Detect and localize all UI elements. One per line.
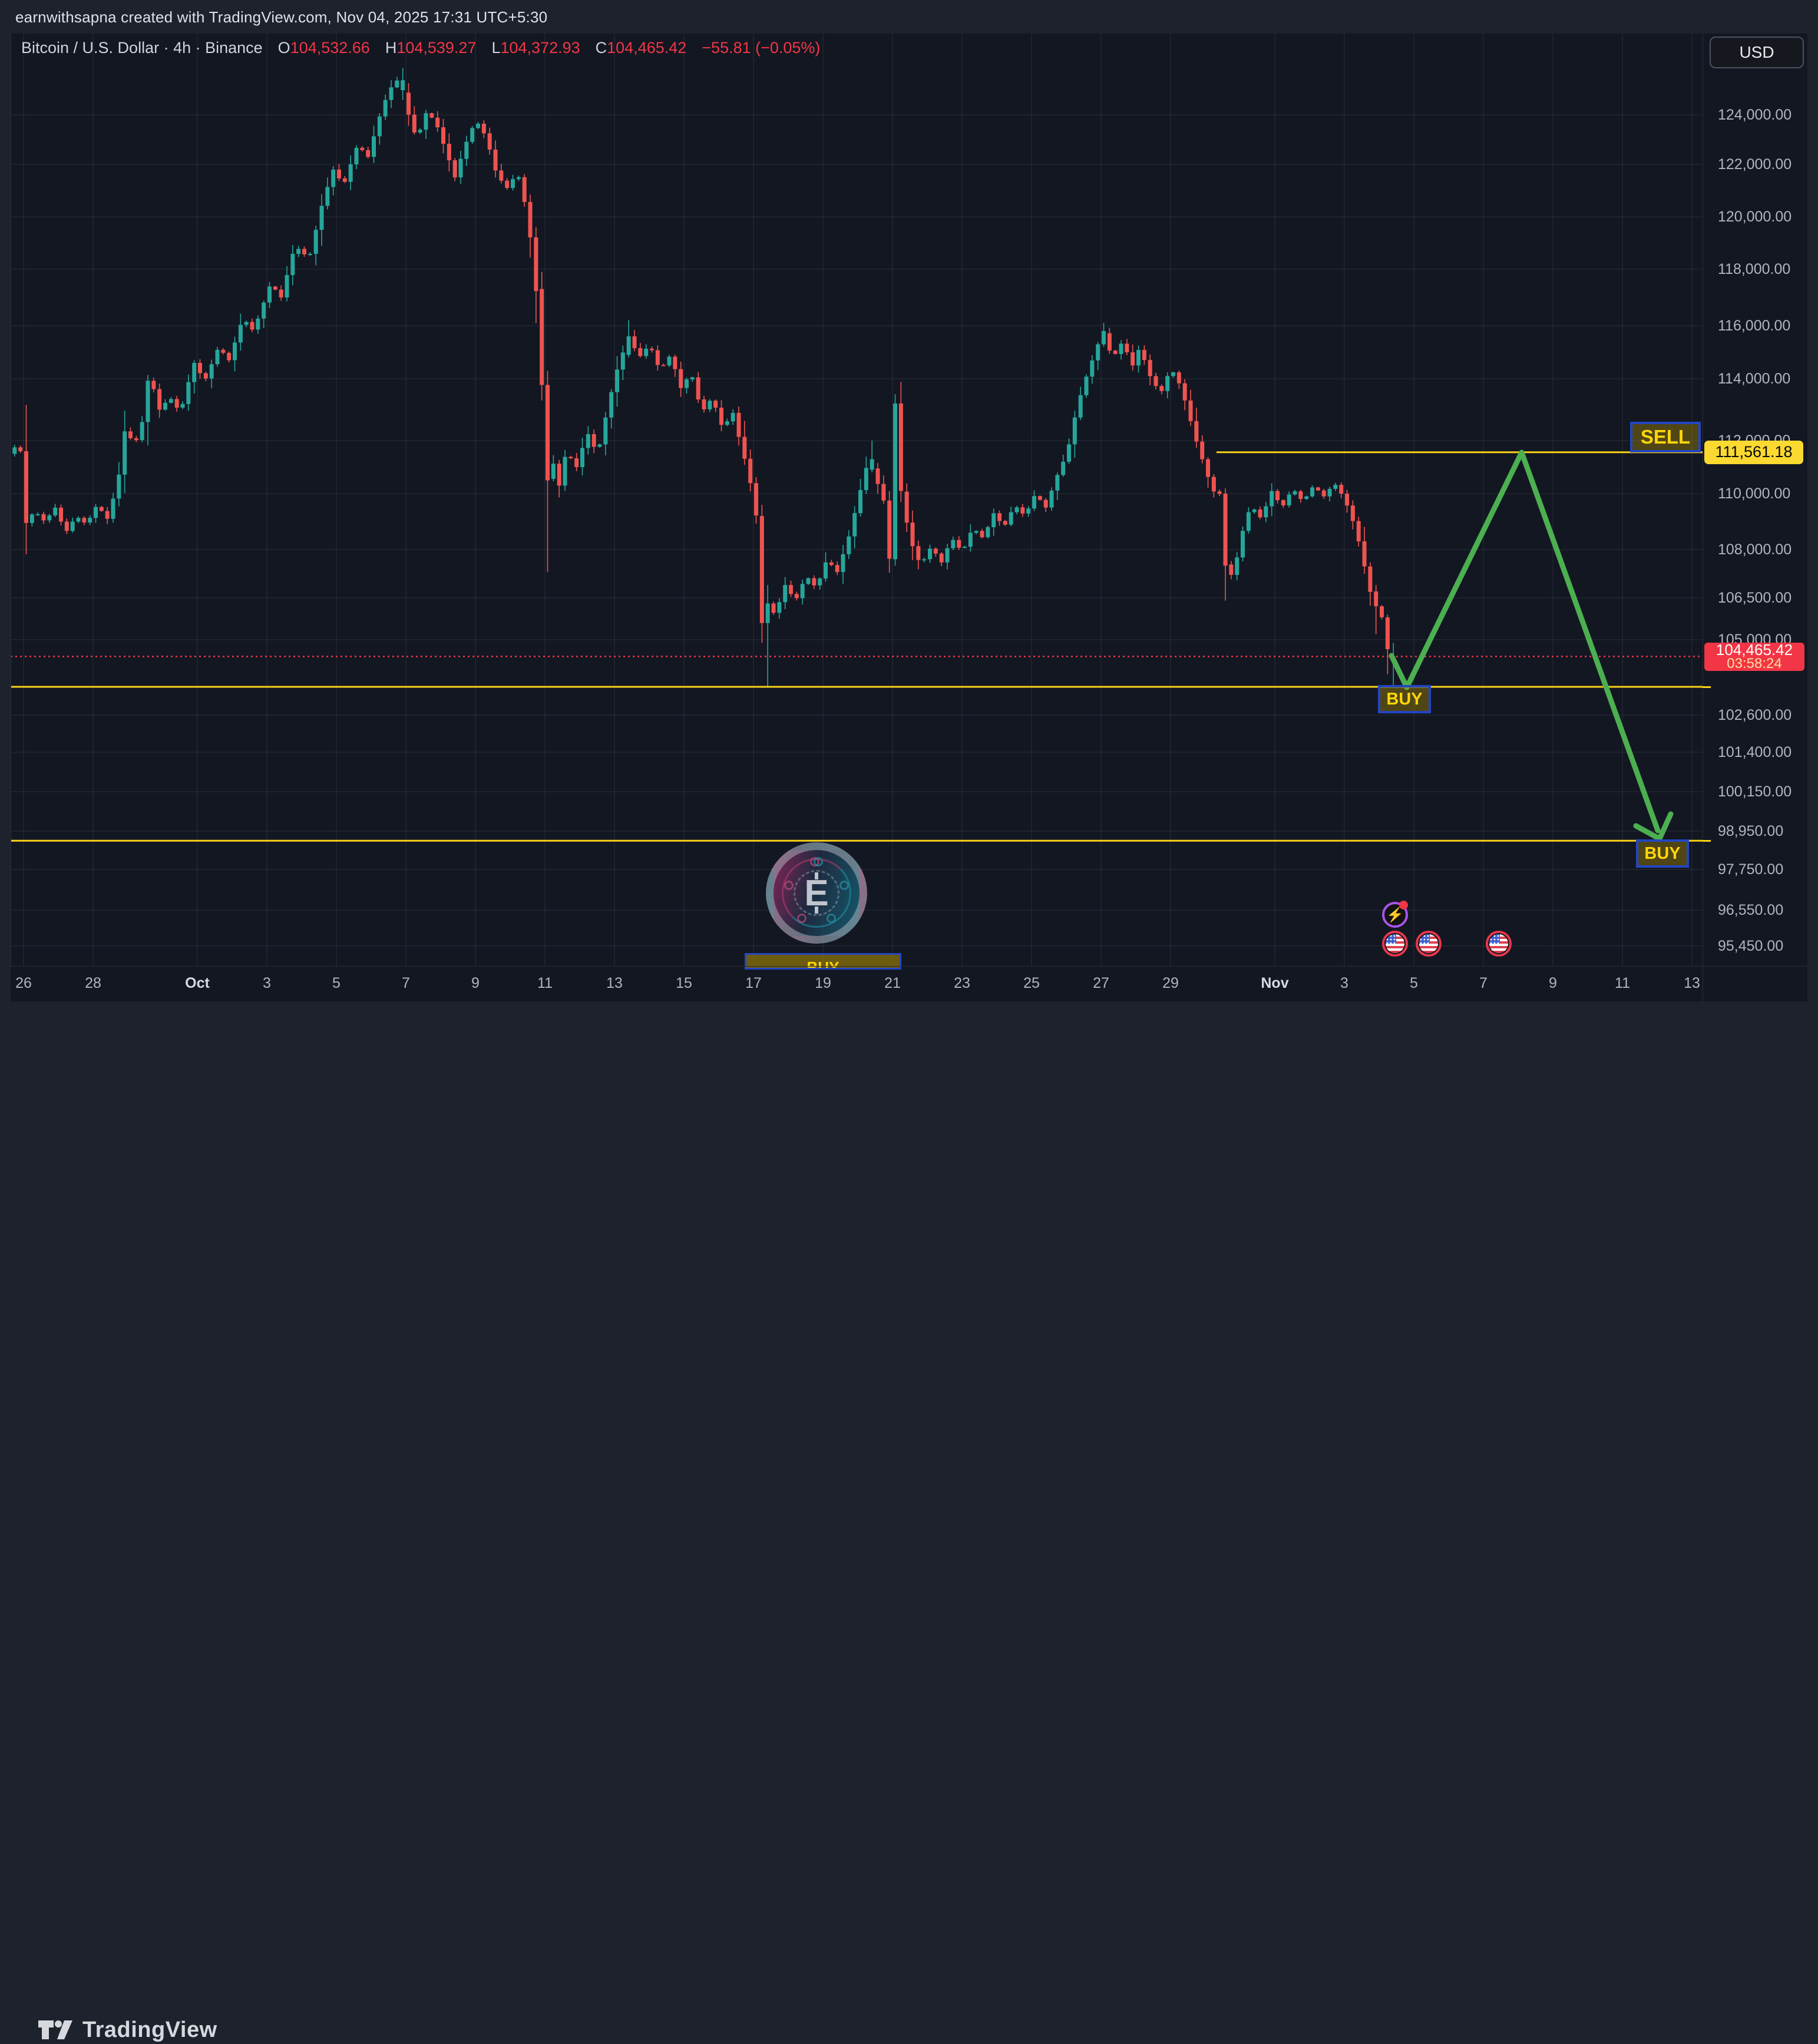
- time-axis-label: 7: [1479, 975, 1488, 991]
- chart-canvas[interactable]: [0, 0, 1818, 1064]
- price-axis-label: 114,000.00: [1718, 371, 1791, 387]
- price-axis-label: 106,500.00: [1718, 590, 1792, 606]
- close-value: C104,465.42: [595, 39, 687, 57]
- price-axis-label: 100,150.00: [1718, 783, 1792, 800]
- circuit-node: [784, 881, 794, 890]
- time-axis-label: 25: [1023, 975, 1040, 991]
- low-value: L104,372.93: [491, 39, 580, 57]
- time-axis-label: 7: [402, 975, 410, 991]
- time-axis-label: 9: [1549, 975, 1557, 991]
- price-axis-label: 120,000.00: [1718, 209, 1792, 225]
- time-axis-label: 27: [1093, 975, 1109, 991]
- e-glyph: E: [804, 872, 829, 914]
- bar-countdown: 03:58:24: [1727, 655, 1782, 672]
- attribution-text: earnwithsapna created with TradingView.c…: [15, 8, 548, 26]
- time-axis-label: 13: [606, 975, 623, 991]
- price-axis-label: 122,000.00: [1718, 156, 1792, 173]
- change-value: −55.81 (−0.05%): [702, 39, 821, 57]
- sell-annotation-box[interactable]: SELL: [1630, 421, 1701, 452]
- circuit-node: [827, 914, 836, 923]
- event-lightning-icon[interactable]: ⚡: [1382, 901, 1408, 928]
- time-axis-label: 29: [1162, 975, 1179, 991]
- symbol-title[interactable]: Bitcoin / U.S. Dollar · 4h · Binance: [21, 39, 263, 57]
- price-axis-label: 95,450.00: [1718, 938, 1784, 954]
- price-axis-label: 108,000.00: [1718, 541, 1792, 558]
- price-axis-label: 110,000.00: [1718, 485, 1791, 502]
- alert-red-dot: [1399, 901, 1408, 909]
- open-value: O104,532.66: [277, 39, 370, 57]
- time-axis-label: Oct: [185, 975, 210, 991]
- flag-canton: [1489, 934, 1500, 944]
- price-axis-label: 102,600.00: [1718, 707, 1792, 723]
- buy-annotation-box-2[interactable]: BUY: [1636, 839, 1689, 868]
- time-axis-label: 3: [263, 975, 271, 991]
- tradingview-wordmark: TradingView: [82, 2017, 217, 2042]
- time-axis-label: 11: [1615, 975, 1630, 991]
- price-axis-label: 116,000.00: [1718, 317, 1791, 334]
- flag-canton: [1386, 934, 1396, 944]
- symbol-legend[interactable]: Bitcoin / U.S. Dollar · 4h · Binance O10…: [21, 39, 820, 57]
- last-price-value: 104,465.42: [1715, 640, 1793, 659]
- currency-toggle-button[interactable]: USD: [1710, 37, 1804, 68]
- time-axis-label: 13: [1684, 975, 1700, 991]
- sell-level-price-label: 111,561.18: [1704, 440, 1803, 464]
- price-axis-label: 124,000.00: [1718, 107, 1792, 123]
- tradingview-logo[interactable]: TradingView: [38, 2016, 217, 2044]
- time-axis-label: 11: [537, 975, 553, 991]
- us-flag-event-icon[interactable]: [1382, 931, 1408, 957]
- e-glyph-top-bar: [815, 872, 818, 879]
- time-axis-label: 9: [471, 975, 480, 991]
- time-axis-label: 19: [815, 975, 831, 991]
- buy-annotation-box-1[interactable]: BUY: [1378, 685, 1431, 713]
- time-axis-label: 5: [1410, 975, 1418, 991]
- tradingview-logo-icon: [38, 2020, 72, 2039]
- price-axis-label: 118,000.00: [1718, 261, 1791, 277]
- time-axis-label: 21: [884, 975, 901, 991]
- time-axis-label: 23: [954, 975, 970, 991]
- time-axis-separator: [11, 966, 1807, 967]
- time-axis-label: 3: [1340, 975, 1348, 991]
- high-value: H104,539.27: [385, 39, 477, 57]
- time-axis-label: Nov: [1261, 975, 1289, 991]
- price-axis-label: 97,750.00: [1718, 861, 1784, 878]
- watermark-coin-logo: E: [766, 842, 867, 944]
- us-flag-event-icon[interactable]: [1486, 931, 1512, 957]
- time-axis-label: 15: [676, 975, 692, 991]
- last-price-label: 104,465.42 03:58:24: [1704, 640, 1804, 672]
- price-axis-label: 98,950.00: [1718, 823, 1784, 839]
- time-axis-label: 28: [85, 975, 101, 991]
- time-axis-label: 17: [745, 975, 762, 991]
- flag-canton: [1419, 934, 1430, 944]
- e-glyph-bottom-bar: [815, 907, 818, 914]
- level-axis-tick: [1703, 840, 1711, 842]
- top-strip: earnwithsapna created with TradingView.c…: [0, 0, 1818, 34]
- level-axis-tick: [1703, 686, 1711, 688]
- us-flag-event-icon[interactable]: [1416, 931, 1442, 957]
- watermark-dashed-ring: [794, 870, 839, 916]
- time-axis-label: 26: [15, 975, 32, 991]
- clipped-annotation-box[interactable]: BUY: [745, 953, 901, 970]
- circuit-node: [839, 881, 849, 890]
- circuit-node: [814, 857, 823, 866]
- price-axis-label: 96,550.00: [1718, 902, 1784, 918]
- price-axis-label: 101,400.00: [1718, 744, 1792, 760]
- circuit-node: [797, 914, 806, 923]
- bottom-strip: TradingView: [0, 1001, 1818, 2042]
- time-axis-label: 5: [332, 975, 341, 991]
